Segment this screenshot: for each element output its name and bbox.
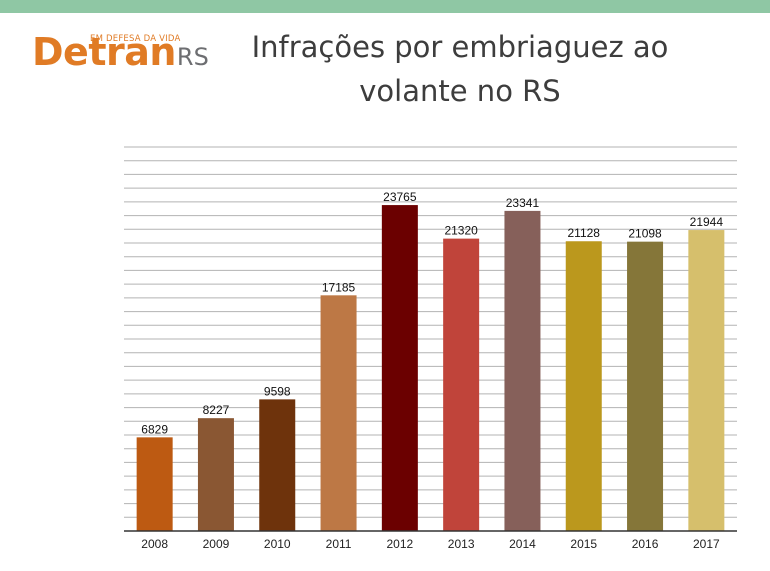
- chart-title: Infrações por embriaguez ao volante no R…: [240, 25, 680, 113]
- chart-title-line-1: Infrações por embriaguez ao: [251, 30, 669, 64]
- bar-2017: [688, 230, 725, 531]
- data-label-2008: 6829: [141, 422, 168, 436]
- data-label-2012: 23765: [383, 190, 417, 204]
- bar-2010: [259, 399, 296, 531]
- data-label-2013: 21320: [444, 224, 478, 238]
- bar-2009: [197, 418, 234, 531]
- data-label-2017: 21944: [690, 215, 724, 229]
- logo-suffix-text: RS: [176, 43, 209, 71]
- bar-2012: [381, 205, 418, 531]
- x-tick-label-2011: 2011: [326, 537, 352, 551]
- data-label-2009: 8227: [203, 403, 230, 417]
- x-tick-label-2013: 2013: [448, 537, 475, 551]
- detran-logo: DetranRS EM DEFESA DA VIDA: [32, 30, 209, 74]
- x-tick-label-2012: 2012: [386, 537, 413, 551]
- x-tick-label-2008: 2008: [141, 537, 168, 551]
- bar-2016: [627, 241, 664, 531]
- data-label-2010: 9598: [264, 384, 291, 398]
- bar-2008: [136, 437, 173, 531]
- logo-main-text: Detran: [32, 30, 176, 74]
- x-tick-label-2010: 2010: [264, 537, 291, 551]
- data-label-2014: 23341: [506, 196, 540, 210]
- data-label-2016: 21098: [628, 227, 662, 241]
- bar-2014: [504, 210, 541, 532]
- x-tick-label-2017: 2017: [693, 537, 720, 551]
- x-tick-label-2014: 2014: [509, 537, 536, 551]
- x-tick-label-2016: 2016: [632, 537, 659, 551]
- bar-2011: [320, 295, 357, 531]
- data-label-2015: 21128: [568, 226, 601, 240]
- logo-wordmark: DetranRS: [32, 30, 209, 79]
- bar-2013: [443, 238, 480, 531]
- chart-title-line-2: volante no RS: [359, 74, 561, 108]
- top-color-band: [0, 0, 770, 13]
- x-tick-label-2009: 2009: [203, 537, 230, 551]
- logo-tagline: EM DEFESA DA VIDA: [90, 34, 181, 44]
- x-tick-label-2015: 2015: [570, 537, 597, 551]
- data-label-2011: 17185: [322, 280, 356, 294]
- bar-2015: [565, 241, 602, 531]
